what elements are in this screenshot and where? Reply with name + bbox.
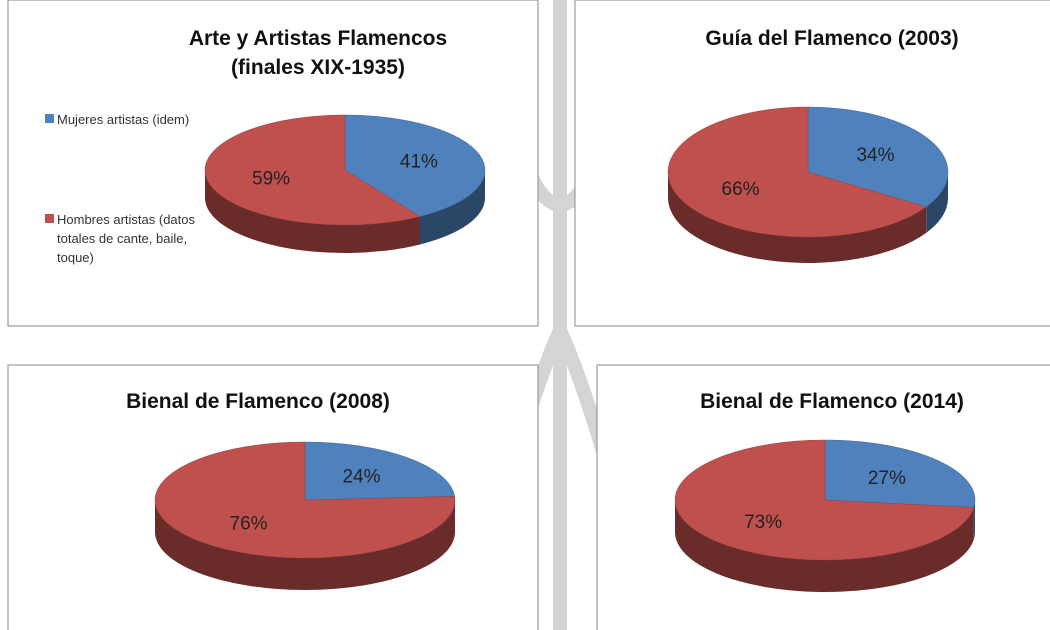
- chart-title: Guía del Flamenco (2003): [705, 27, 958, 50]
- data-label: 66%: [722, 179, 760, 200]
- chart-title: Bienal de Flamenco (2014): [700, 390, 964, 413]
- pie-slice-side: [926, 172, 948, 233]
- chart-title: Bienal de Flamenco (2008): [126, 390, 390, 413]
- pie-slice-side: [668, 172, 927, 263]
- data-label: 59%: [252, 168, 290, 189]
- pie-slice: [344, 114, 486, 217]
- pie-slice-side: [155, 500, 455, 590]
- legend-entry: Mujeres artistas (idem): [57, 112, 190, 127]
- data-label: 27%: [868, 468, 906, 489]
- chart-title: Arte y Artistas Flamencos: [189, 27, 447, 50]
- chart-title: (finales XIX-1935): [231, 56, 405, 79]
- pie-slice-side: [675, 500, 974, 593]
- pie-slice: [824, 439, 976, 508]
- pie-slice-side: [420, 170, 485, 245]
- pie-slice: [674, 439, 975, 561]
- pie-slice: [807, 106, 949, 208]
- pie-slice-side: [973, 500, 975, 540]
- pie-slice: [154, 441, 456, 559]
- data-label: 76%: [230, 513, 268, 534]
- data-label: 24%: [342, 467, 380, 488]
- pie-slice-side: [205, 170, 421, 254]
- pie-slice: [304, 441, 455, 501]
- data-label: 73%: [744, 512, 782, 533]
- legend-entry: Hombres artistas (datos totales de cante…: [57, 212, 195, 265]
- legend-swatch: [45, 114, 54, 123]
- pie-slice: [204, 114, 421, 226]
- pie-slice: [667, 106, 927, 238]
- data-label: 41%: [400, 152, 438, 173]
- data-label: 34%: [856, 145, 894, 166]
- legend-swatch: [45, 214, 54, 223]
